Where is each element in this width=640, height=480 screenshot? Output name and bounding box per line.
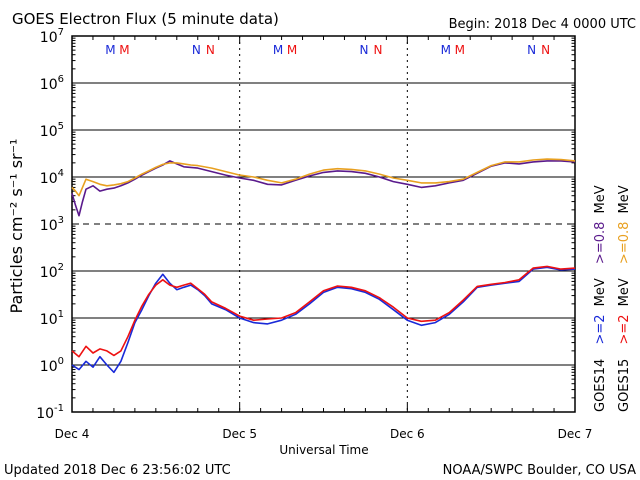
y-tick-exp: 6 (58, 74, 64, 85)
x-tick-label: Dec 7 (558, 427, 593, 441)
event-marker-letter: N (541, 43, 550, 57)
event-marker-letter: M (455, 43, 465, 57)
legend-goes14-ge08-unit: MeV (593, 185, 608, 213)
x-tick-label: Dec 5 (222, 427, 257, 441)
x-axis-label: Universal Time (279, 443, 368, 457)
y-tick-label: 104 (40, 168, 64, 187)
y-tick-label: 106 (40, 74, 64, 93)
legend-goes15-ge2-unit: MeV (617, 278, 632, 306)
plot-frame (71, 35, 576, 413)
y-tick-exp: -1 (54, 403, 64, 414)
chart-title: GOES Electron Flux (5 minute data) (12, 10, 279, 28)
y-tick-exp: 0 (58, 356, 64, 367)
event-marker-letter: N (192, 43, 201, 57)
legend-goes14: GOES14 >=2 MeV >=0.8 MeV (593, 185, 608, 412)
y-tick-base: 10 (40, 171, 58, 187)
day-dividers (239, 36, 408, 412)
legend-goes14-sat: GOES14 (593, 359, 608, 412)
y-tick-exp: 3 (58, 215, 64, 226)
x-tick-label: Dec 6 (390, 427, 425, 441)
y-tick-exp: 7 (58, 27, 64, 38)
legend-goes14-ge08: >=0.8 (593, 222, 608, 264)
y-tick-exp: 1 (58, 309, 64, 320)
y-tick-base: 10 (40, 77, 58, 93)
y-tick-label: 100 (40, 356, 64, 375)
y-axis-label: Particles cm⁻² s⁻¹ sr⁻¹ (7, 139, 26, 314)
begin-time: Begin: 2018 Dec 4 0000 UTC (449, 17, 636, 32)
axis-ticks (71, 36, 576, 413)
updated-timestamp: Updated 2018 Dec 6 23:56:02 UTC (4, 463, 231, 478)
gridlines (72, 82, 575, 366)
series-goes14-ge08 (71, 160, 576, 217)
y-tick-label: 102 (40, 262, 64, 281)
legend-goes14-ge2-unit: MeV (593, 278, 608, 306)
event-marker-letter: N (206, 43, 215, 57)
series-goes15-ge2 (71, 265, 576, 358)
event-marker-letter: M (119, 43, 129, 57)
event-marker-letter: N (374, 43, 383, 57)
y-tick-base: 10 (40, 30, 58, 46)
legend-goes15-ge08: >=0.8 (617, 222, 632, 264)
event-marker-letter: N (360, 43, 369, 57)
legend-goes15-ge08-unit: MeV (617, 185, 632, 213)
x-tick-labels: Dec 4 Dec 5 Dec 6 Dec 7 (55, 427, 593, 441)
event-marker-letter: M (441, 43, 451, 57)
y-tick-label: 103 (40, 215, 64, 234)
y-tick-label: 10-1 (36, 403, 64, 422)
legend-goes14-ge2: >=2 (593, 314, 608, 344)
series-goes15-ge08 (71, 158, 576, 197)
y-tick-exp: 2 (58, 262, 64, 273)
event-marker-letter: M (273, 43, 283, 57)
series-goes14-ge2 (71, 266, 576, 374)
x-tick-label: Dec 4 (55, 427, 90, 441)
y-tick-exp: 4 (58, 168, 64, 179)
legend-goes15: GOES15 >=2 MeV >=0.8 MeV (617, 185, 632, 412)
credit: NOAA/SWPC Boulder, CO USA (443, 463, 636, 478)
legend-goes15-sat: GOES15 (617, 359, 632, 412)
y-tick-label: 105 (40, 121, 64, 140)
y-tick-base: 10 (40, 312, 58, 328)
y-tick-base: 10 (36, 406, 54, 422)
y-tick-exp: 5 (58, 121, 64, 132)
legend: GOES14 >=2 MeV >=0.8 MeV GOES15 >=2 MeV … (593, 185, 632, 412)
series-group (71, 158, 576, 374)
y-tick-label: 107 (40, 27, 64, 46)
legend-goes15-ge2: >=2 (617, 314, 632, 344)
event-marker-letter: N (527, 43, 536, 57)
event-marker-letter: M (287, 43, 297, 57)
y-tick-label: 101 (40, 309, 64, 328)
y-tick-base: 10 (40, 124, 58, 140)
y-tick-base: 10 (40, 218, 58, 234)
y-tick-base: 10 (40, 359, 58, 375)
y-tick-base: 10 (40, 265, 58, 281)
event-marker-letter: M (105, 43, 115, 57)
